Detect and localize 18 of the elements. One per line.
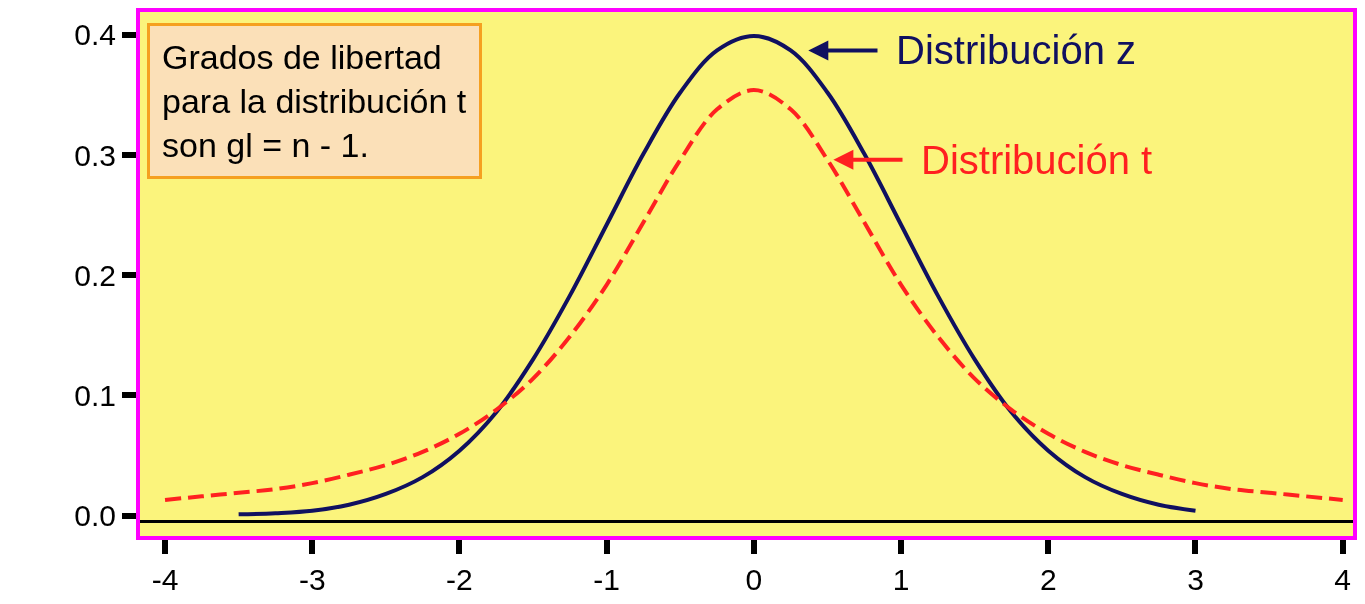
- annotation: Grados de libertad para la distribución t son gl = n - 1.: [162, 38, 467, 165]
- x-tick-label: 2: [1039, 563, 1057, 596]
- x-tick-label: -4: [151, 563, 179, 596]
- legend-label: Distribución t: [921, 138, 1153, 182]
- y-tick-label: 0.3: [74, 138, 116, 172]
- y-tick-label: 0.4: [74, 18, 116, 52]
- y-tick-label: 0.0: [74, 499, 116, 533]
- x-tick-label: -2: [446, 563, 473, 596]
- x-tick-label: -3: [298, 563, 326, 596]
- x-tick-label: 1: [892, 563, 910, 596]
- x-tick-label: 0: [745, 563, 763, 596]
- y-tick-label: 0.2: [74, 258, 116, 292]
- y-tick-label: 0.1: [74, 378, 116, 412]
- legend-label: Distribución z: [896, 28, 1137, 72]
- x-tick-label: 4: [1334, 563, 1352, 596]
- line-series: [163, 88, 1345, 502]
- x-tick-label: 3: [1187, 563, 1204, 596]
- x-tick-label: -1: [593, 563, 620, 596]
